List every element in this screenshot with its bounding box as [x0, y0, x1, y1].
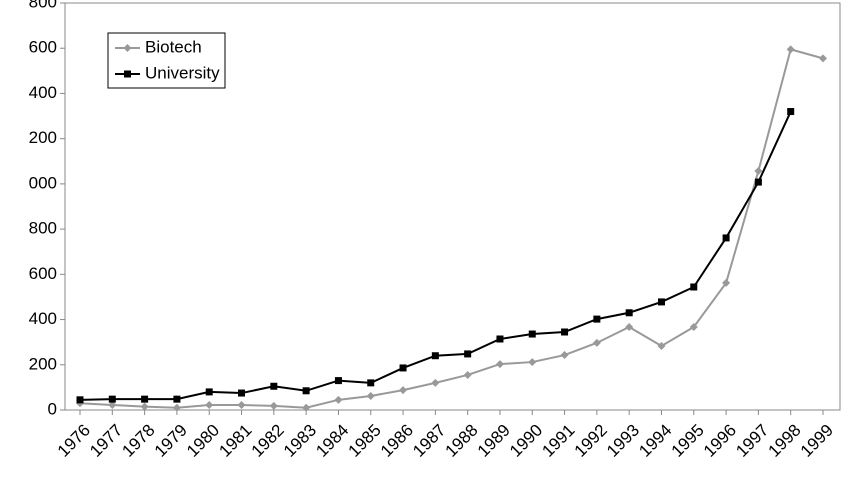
point	[592, 338, 601, 347]
point	[141, 395, 149, 403]
point	[431, 378, 440, 387]
x-tick-label: 1976	[54, 421, 94, 461]
x-tick-label: 1977	[86, 421, 126, 461]
point	[464, 350, 472, 358]
y-tick-label: 600	[29, 38, 57, 57]
x-tick-label: 1989	[474, 421, 514, 461]
legend-marker	[124, 70, 131, 78]
point	[334, 395, 343, 404]
point	[431, 352, 439, 360]
x-tick-label: 1996	[700, 421, 740, 461]
point	[463, 370, 472, 379]
point	[302, 403, 311, 412]
x-tick-label: 1995	[668, 421, 708, 461]
point	[399, 364, 407, 372]
legend-marker	[123, 44, 132, 52]
point	[108, 395, 116, 403]
x-tick-label: 1999	[797, 421, 837, 461]
point	[140, 402, 149, 411]
point	[237, 401, 246, 410]
point	[76, 396, 84, 404]
x-tick-label: 1987	[409, 421, 449, 461]
x-tick-label: 1998	[765, 421, 805, 461]
y-tick-label: 200	[29, 354, 57, 373]
plot-border	[64, 2, 841, 411]
legend-label: Biotech	[145, 37, 202, 56]
y-tick-label: 800	[29, 219, 57, 238]
point	[625, 309, 633, 317]
point	[173, 395, 181, 403]
x-tick-label: 1981	[215, 421, 255, 461]
point	[786, 45, 795, 54]
x-tick-label: 1983	[280, 421, 320, 461]
x-tick-label: 1982	[248, 421, 288, 461]
point	[754, 178, 762, 186]
x-tick-label: 1979	[151, 421, 191, 461]
point	[787, 108, 795, 116]
point	[657, 342, 666, 351]
point	[269, 401, 278, 410]
legend-label: University	[145, 63, 220, 82]
point	[722, 234, 730, 242]
x-tick-label: 1997	[732, 421, 772, 461]
legend-box	[107, 32, 226, 89]
point	[108, 401, 117, 410]
point	[819, 54, 827, 63]
point	[495, 360, 504, 369]
x-tick-label: 1980	[183, 421, 223, 461]
x-tick-label: 1990	[506, 421, 546, 461]
point	[528, 330, 536, 338]
point	[625, 323, 634, 332]
y-tick-label: 0	[48, 399, 57, 418]
point	[690, 283, 698, 291]
point	[270, 382, 278, 390]
x-tick-label: 1993	[603, 421, 643, 461]
series-line	[79, 48, 824, 409]
x-tick-label: 1991	[538, 421, 578, 461]
point	[366, 391, 375, 400]
point	[496, 335, 504, 343]
point	[657, 298, 665, 306]
y-tick-label: 600	[29, 264, 57, 283]
y-tick-label: 800	[29, 0, 57, 11]
y-tick-label: 400	[29, 309, 57, 328]
point	[302, 387, 310, 395]
y-tick-label: 000	[29, 173, 57, 192]
point	[754, 167, 763, 176]
x-tick-label: 1992	[571, 421, 611, 461]
point	[399, 386, 408, 395]
point	[560, 351, 569, 360]
point	[205, 401, 214, 410]
x-tick-label: 1984	[312, 421, 352, 461]
point	[528, 358, 537, 367]
x-tick-label: 1986	[377, 421, 417, 461]
point	[238, 389, 246, 397]
x-tick-label: 1994	[635, 421, 675, 461]
point	[722, 278, 731, 287]
point	[561, 328, 569, 336]
point	[593, 315, 601, 323]
point	[367, 379, 375, 387]
legend: Biotech University	[107, 32, 226, 89]
point	[172, 403, 181, 412]
point	[205, 388, 213, 396]
x-tick-label: 1985	[345, 421, 385, 461]
y-tick-label: 400	[29, 83, 57, 102]
point	[334, 377, 342, 385]
y-tick-label: 200	[29, 128, 57, 147]
point	[689, 323, 698, 332]
x-tick-label: 1988	[441, 421, 481, 461]
x-tick-label: 1978	[118, 421, 158, 461]
